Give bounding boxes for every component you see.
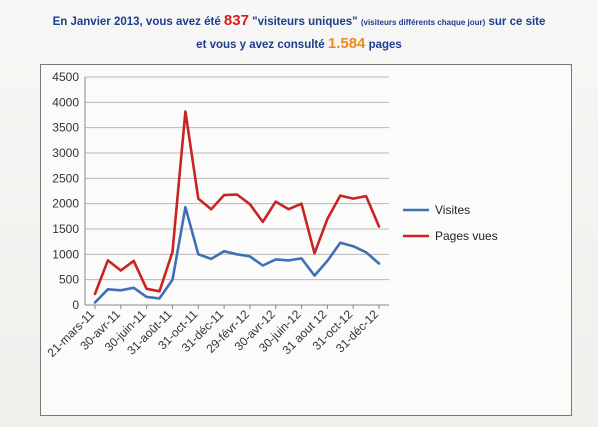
header-line2-suffix: pages: [365, 39, 402, 51]
y-tick-label: 4000: [52, 95, 79, 109]
y-tick-label: 4500: [52, 70, 79, 84]
header: En Janvier 2013, vous avez été 837 "visi…: [0, 10, 598, 55]
header-line1-prefix: En Janvier 2013, vous avez été: [52, 16, 224, 28]
series-line-visites: [93, 205, 381, 304]
header-line-1: En Janvier 2013, vous avez été 837 "visi…: [0, 10, 598, 34]
y-tick-label: 1500: [52, 222, 79, 236]
line-chart: 05001000150020002500300035004000450021-m…: [44, 70, 498, 360]
legend-label-pages-vues: Pages vues: [435, 229, 498, 243]
y-tick-label: 500: [59, 273, 79, 287]
header-line2-prefix: et vous y avez consulté: [196, 39, 328, 51]
y-tick-label: 3500: [52, 121, 79, 135]
header-line1-quote: "visiteurs uniques": [248, 16, 361, 28]
y-tick-label: 3000: [52, 146, 79, 160]
y-tick-label: 2500: [52, 171, 79, 185]
y-tick-label: 1000: [52, 247, 79, 261]
series-line-pages-vues: [93, 110, 381, 296]
header-line1-small: (visiteurs différents chaque jour): [360, 18, 486, 27]
pages-count: 1.584: [327, 35, 366, 52]
legend-label-visites: Visites: [435, 203, 470, 217]
chart-frame: 0 500 1000 1500 2000 2500 3000 3500 4000 4500 21-m…: [40, 64, 572, 416]
header-line1-suffix: sur ce site: [485, 16, 546, 28]
y-tick-label: 2000: [52, 197, 79, 211]
visitors-count: 837: [223, 12, 249, 29]
y-tick-label: 0: [72, 298, 79, 312]
header-line-2: et vous y avez consulté 1.584 pages: [0, 34, 598, 55]
